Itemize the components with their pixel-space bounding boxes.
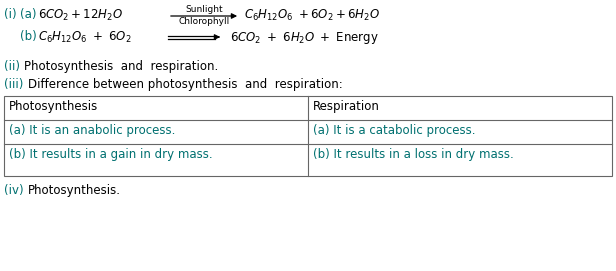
Text: (b) It results in a gain in dry mass.: (b) It results in a gain in dry mass. (9, 148, 213, 161)
Text: Photosynthesis: Photosynthesis (9, 100, 98, 113)
Text: (b): (b) (20, 30, 37, 43)
Text: $C_6H_{12}O_6\ +6O_2+6H_2O$: $C_6H_{12}O_6\ +6O_2+6H_2O$ (244, 8, 380, 23)
Text: Difference between photosynthesis  and  respiration:: Difference between photosynthesis and re… (28, 78, 342, 91)
Text: Respiration: Respiration (313, 100, 380, 113)
Text: (a): (a) (20, 8, 36, 21)
Text: (a) It is an anabolic process.: (a) It is an anabolic process. (9, 124, 176, 137)
Text: (iii): (iii) (4, 78, 23, 91)
Text: (iv): (iv) (4, 184, 23, 197)
Text: (b) It results in a loss in dry mass.: (b) It results in a loss in dry mass. (313, 148, 514, 161)
Text: Photosynthesis  and  respiration.: Photosynthesis and respiration. (24, 60, 218, 73)
Text: Photosynthesis.: Photosynthesis. (28, 184, 121, 197)
Text: Sunlight: Sunlight (185, 5, 223, 14)
Bar (4, 96, 612, 176)
Text: Chlorophyll: Chlorophyll (179, 17, 230, 26)
Text: $6CO_2 + 12H_2O$: $6CO_2 + 12H_2O$ (38, 8, 123, 23)
Text: (i): (i) (4, 8, 17, 21)
Text: $C_6H_{12}O_6\ +\ 6O_2$: $C_6H_{12}O_6\ +\ 6O_2$ (38, 30, 131, 45)
Text: (a) It is a catabolic process.: (a) It is a catabolic process. (313, 124, 476, 137)
Text: $6CO_2\ +\ 6H_2O\ +\ \mathrm{Energy}$: $6CO_2\ +\ 6H_2O\ +\ \mathrm{Energy}$ (230, 30, 379, 46)
Text: (ii): (ii) (4, 60, 20, 73)
